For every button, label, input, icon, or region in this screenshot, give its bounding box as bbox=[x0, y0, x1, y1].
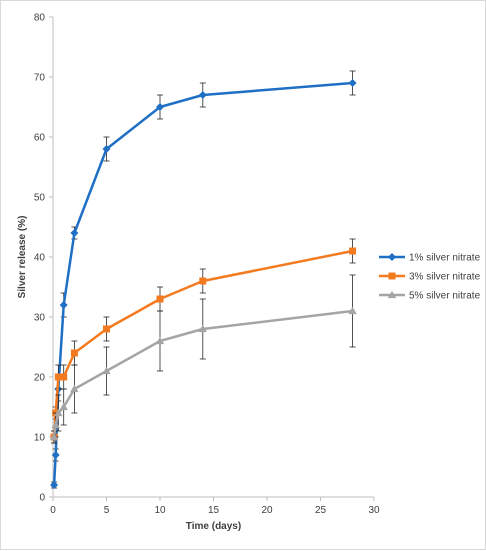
series-layer bbox=[49, 70, 357, 489]
data-point bbox=[51, 451, 60, 459]
legend-label: 3% silver nitrate bbox=[409, 272, 481, 283]
y-tick-label: 20 bbox=[34, 373, 46, 384]
legend-label: 1% silver nitrate bbox=[409, 253, 481, 264]
y-tick-label: 30 bbox=[34, 313, 46, 324]
legend-item: 1% silver nitrate bbox=[379, 253, 481, 264]
x-tick-label: 25 bbox=[315, 505, 327, 516]
data-point bbox=[70, 384, 79, 393]
data-point bbox=[60, 373, 68, 381]
y-tick-label: 10 bbox=[34, 433, 46, 444]
x-tick-label: 20 bbox=[261, 505, 273, 516]
y-tick-label: 50 bbox=[34, 193, 46, 204]
data-point bbox=[199, 277, 207, 285]
data-point bbox=[50, 481, 59, 489]
data-point bbox=[156, 103, 164, 111]
x-tick-label: 0 bbox=[50, 505, 56, 516]
data-point bbox=[59, 301, 68, 309]
data-point bbox=[59, 402, 68, 411]
axes: 0 10 20 30 40 50 60 70 80 0 5 10 15 20 25 30 bbox=[34, 13, 380, 517]
data-point bbox=[155, 336, 165, 345]
x-tick-label: 5 bbox=[104, 505, 110, 516]
data-point bbox=[103, 325, 110, 333]
series-3 bbox=[49, 274, 357, 444]
data-point bbox=[198, 91, 207, 99]
x-axis-title: Time (days) bbox=[186, 521, 241, 532]
legend-item: 5% silver nitrate bbox=[379, 291, 481, 302]
data-point bbox=[348, 306, 357, 315]
legend-label: 5% silver nitrate bbox=[409, 291, 481, 302]
x-tick-label: 15 bbox=[208, 505, 220, 516]
data-point bbox=[102, 145, 111, 153]
data-point bbox=[54, 408, 63, 417]
y-tick-label: 70 bbox=[34, 73, 46, 84]
legend-marker bbox=[388, 253, 396, 261]
x-tick-label: 30 bbox=[368, 505, 380, 516]
data-point bbox=[54, 373, 62, 381]
series-2 bbox=[50, 238, 357, 444]
data-point bbox=[349, 247, 357, 255]
y-tick-label: 0 bbox=[39, 493, 45, 504]
legend: 1% silver nitrate 3% silver nitrate 5% sil… bbox=[379, 253, 481, 302]
y-axis-title: Silver release (%) bbox=[17, 216, 28, 299]
data-point bbox=[156, 295, 164, 303]
y-tick-label: 60 bbox=[34, 133, 46, 144]
data-point bbox=[70, 349, 78, 357]
legend-item: 3% silver nitrate bbox=[379, 272, 481, 283]
x-tick-label: 10 bbox=[154, 505, 166, 516]
y-tick-label: 80 bbox=[34, 13, 46, 24]
legend-marker bbox=[388, 272, 396, 280]
data-point bbox=[49, 432, 59, 441]
data-point bbox=[102, 366, 111, 375]
data-point bbox=[51, 420, 60, 429]
data-point bbox=[70, 229, 79, 237]
y-tick-label: 40 bbox=[34, 253, 46, 264]
data-point bbox=[198, 324, 207, 333]
data-point bbox=[348, 79, 357, 87]
legend-marker bbox=[387, 290, 397, 299]
